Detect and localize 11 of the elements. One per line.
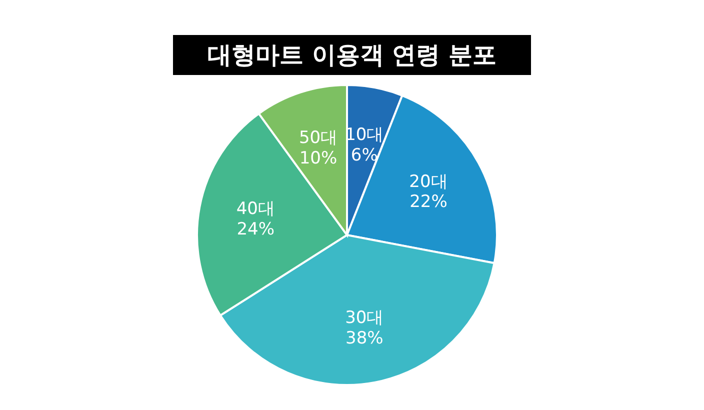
chart-title: 대형마트 이용객 연령 분포 (173, 35, 531, 75)
data-label: 10% (299, 148, 338, 169)
slice-label: 20대 (409, 172, 448, 192)
data-label: 24% (236, 220, 275, 240)
slice-label: 10대 (345, 125, 384, 146)
data-label: 38% (346, 328, 384, 348)
slice-label: 40대 (236, 199, 275, 220)
data-label: 6% (350, 146, 378, 166)
slice-label: 50대 (298, 128, 338, 148)
data-label: 22% (410, 192, 448, 212)
slice-label: 30대 (345, 308, 384, 328)
